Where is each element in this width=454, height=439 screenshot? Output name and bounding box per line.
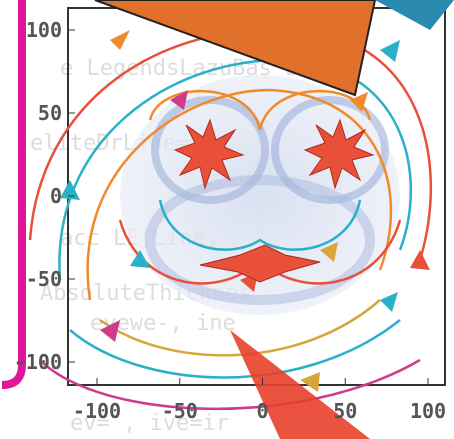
stars [173,118,375,283]
y-tick-label: 100 [26,18,62,42]
pink-bar [1,0,26,389]
top-triangle [94,0,377,97]
top-corner [375,0,454,30]
y-tick-label: -50 [26,267,62,291]
x-tick-label: 100 [410,399,446,423]
bottom-triangle [230,330,370,439]
svg-text:ev= , ive=ir: ev= , ive=ir [70,411,229,436]
y-tick-label: 0 [50,184,62,208]
x-tick-label: 0 [256,399,268,423]
x-tick-label: -100 [73,399,121,423]
y-tick-label: -100 [14,350,62,374]
x-tick-label: 50 [333,399,357,423]
axis-ticks: -100 -50 0 50 100 100 50 0 -50 -100 [14,18,446,423]
x-tick-label: -50 [162,399,198,423]
y-tick-label: 50 [38,101,62,125]
arrow-heads [60,30,430,392]
